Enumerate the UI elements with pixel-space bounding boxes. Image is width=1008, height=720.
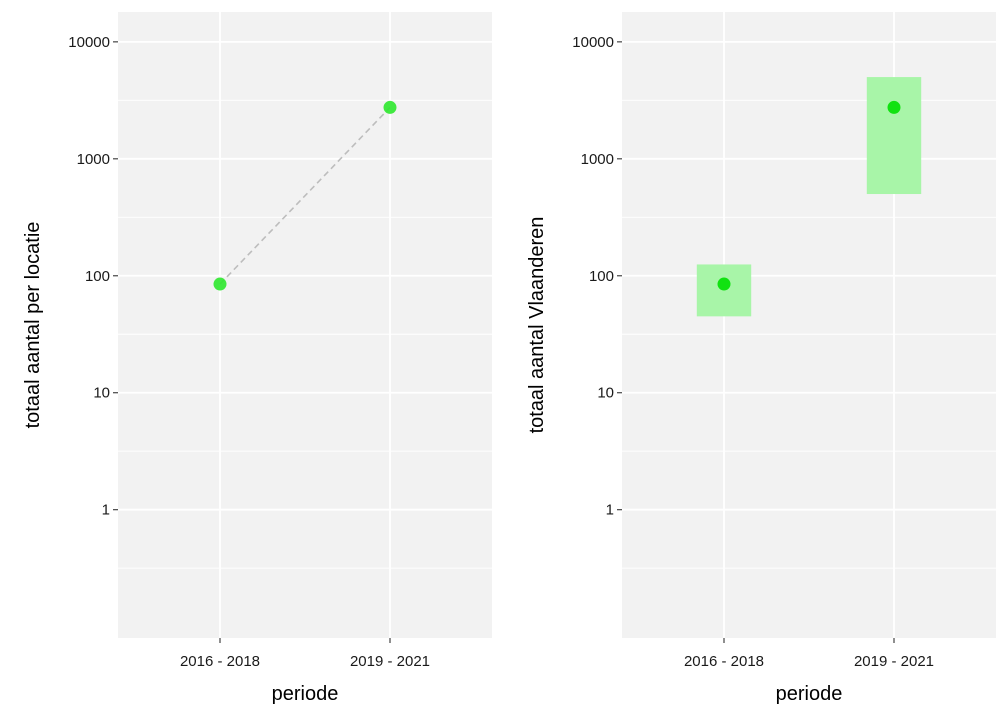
panel-background-left xyxy=(118,12,492,638)
y-tick-label: 1 xyxy=(102,502,110,519)
x-tick-label: 2019 - 2021 xyxy=(350,653,430,670)
interval-bar xyxy=(866,77,922,195)
y-tick-label: 10 xyxy=(597,385,614,402)
y-tick-label: 10000 xyxy=(68,34,110,51)
x-tick-label: 2016 - 2018 xyxy=(684,653,764,670)
y-tick-label: 1 xyxy=(606,502,614,519)
panel-background-right xyxy=(622,12,996,638)
y-tick-label: 10000 xyxy=(572,34,614,51)
chart-left: 1 10 100 1000 10000 2016 - 2018 2019 - 2021 p… xyxy=(22,12,492,705)
y-axis-title-right: totaal aantal Vlaanderen xyxy=(526,217,548,434)
y-ticks-left: 1 10 100 1000 10000 xyxy=(68,34,118,519)
x-tick-label: 2019 - 2021 xyxy=(854,653,934,670)
x-tick-label: 2016 - 2018 xyxy=(180,653,260,670)
x-ticks-right: 2016 - 2018 2019 - 2021 xyxy=(684,638,934,670)
x-ticks-left: 2016 - 2018 2019 - 2021 xyxy=(180,638,430,670)
x-axis-title-left: periode xyxy=(272,683,339,705)
y-axis-title-left: totaal aantal per locatie xyxy=(22,222,44,429)
marks-right xyxy=(696,77,922,317)
data-point xyxy=(383,100,397,114)
y-tick-label: 1000 xyxy=(581,151,614,168)
y-tick-label: 10 xyxy=(93,385,110,402)
y-tick-label: 100 xyxy=(589,268,614,285)
grid-left xyxy=(118,12,492,638)
x-axis-title-right: periode xyxy=(776,683,843,705)
chart-right: 1 10 100 1000 10000 2016 - 2018 2019 - 2021 p… xyxy=(526,12,996,705)
y-tick-label: 1000 xyxy=(77,151,110,168)
grid-right xyxy=(622,12,996,638)
y-tick-label: 100 xyxy=(85,268,110,285)
y-ticks-right: 1 10 100 1000 10000 xyxy=(572,34,622,519)
data-point xyxy=(213,277,227,291)
data-point xyxy=(717,277,731,291)
data-point xyxy=(887,100,901,114)
series-line xyxy=(219,106,391,285)
marks-left xyxy=(213,100,397,291)
